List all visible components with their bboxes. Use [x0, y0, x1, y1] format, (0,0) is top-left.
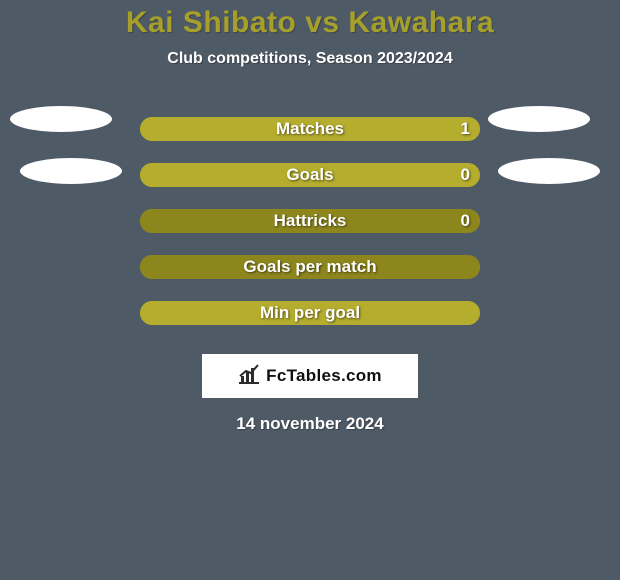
stats-area: Matches 1 Goals 0 Hattricks 0 Goals per match M… — [0, 106, 620, 336]
source-badge: FcTables.com — [202, 354, 418, 398]
stat-bar: Hattricks 0 — [140, 209, 480, 233]
stat-label: Goals — [286, 165, 333, 185]
stat-bar: Goals 0 — [140, 163, 480, 187]
stats-card: Kai Shibato vs Kawahara Club competition… — [0, 0, 620, 580]
stat-label: Min per goal — [260, 303, 360, 323]
stat-bar: Matches 1 — [140, 117, 480, 141]
stat-label: Matches — [276, 119, 344, 139]
stat-label: Goals per match — [243, 257, 376, 277]
stat-row: Goals 0 — [0, 152, 620, 198]
stat-value-right: 0 — [461, 165, 470, 185]
stat-row: Hattricks 0 — [0, 198, 620, 244]
stat-label: Hattricks — [274, 211, 347, 231]
subtitle: Club competitions, Season 2023/2024 — [0, 50, 620, 68]
stat-rows: Matches 1 Goals 0 Hattricks 0 Goals per match M… — [0, 106, 620, 336]
chart-icon — [238, 364, 260, 389]
stat-value-right: 0 — [461, 211, 470, 231]
stat-bar: Min per goal — [140, 301, 480, 325]
footer-date: 14 november 2024 — [0, 414, 620, 434]
stat-bar: Goals per match — [140, 255, 480, 279]
stat-row: Min per goal — [0, 290, 620, 336]
page-title: Kai Shibato vs Kawahara — [0, 6, 620, 40]
source-badge-text: FcTables.com — [266, 366, 382, 386]
stat-row: Matches 1 — [0, 106, 620, 152]
stat-row: Goals per match — [0, 244, 620, 290]
stat-value-right: 1 — [461, 119, 470, 139]
